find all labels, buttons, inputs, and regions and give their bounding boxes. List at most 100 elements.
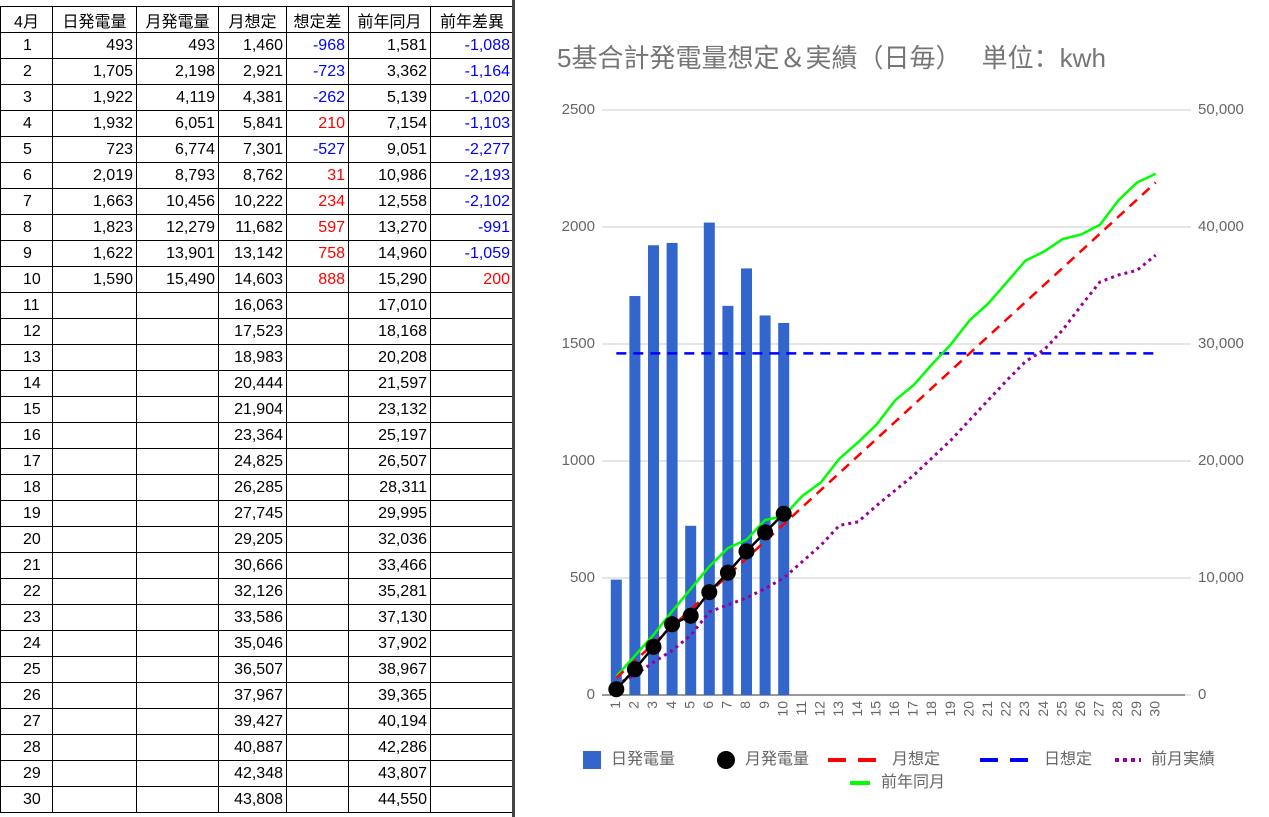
cell: 493 — [52, 32, 137, 59]
y-tick-label: 0 — [587, 686, 595, 703]
cell: 17,010 — [348, 292, 431, 319]
cell — [430, 396, 514, 423]
cell — [430, 526, 514, 553]
row: 12 17,523 18,168 — [0, 318, 514, 345]
x-tick-label: 8 — [737, 701, 753, 709]
row: 23 33,586 37,130 — [0, 604, 514, 631]
x-tick-label: 10 — [774, 701, 790, 717]
cell — [136, 760, 219, 787]
cell: 37,902 — [348, 630, 431, 657]
row: 20 29,205 32,036 — [0, 526, 514, 553]
chart: 5基合計発電量想定＆実績（日毎） 単位：kwh 0 500 1000 1500 2000… — [557, 43, 1244, 791]
x-tick-label: 29 — [1128, 701, 1144, 717]
series-line — [615, 172, 1157, 678]
spreadsheet: 4月 日発電量 月発電量 月想定 想定差 前年同月 前年差異 1 493 493 1,460 -968… — [0, 6, 514, 813]
cell — [136, 370, 219, 397]
y-tick-label: 1000 — [562, 452, 595, 469]
cell — [136, 500, 219, 527]
cell: 18,983 — [218, 344, 287, 371]
cell: 200 — [430, 266, 514, 293]
cell: 13,901 — [136, 240, 219, 267]
cell: 20 — [0, 526, 53, 553]
header-cell: 前年差異 — [430, 6, 514, 33]
cell: 2,198 — [136, 58, 219, 85]
cell — [136, 474, 219, 501]
cell: 10 — [0, 266, 53, 293]
cell: 43,808 — [218, 786, 287, 813]
x-tick-label: 12 — [812, 701, 828, 717]
cell — [52, 604, 137, 631]
legend-label: 日想定 — [1044, 750, 1092, 768]
cell — [430, 344, 514, 371]
cell — [136, 578, 219, 605]
cell — [430, 422, 514, 449]
cell: 4 — [0, 110, 53, 137]
cell: 26 — [0, 682, 53, 709]
x-tick-label: 3 — [644, 701, 660, 709]
cell: 23,364 — [218, 422, 287, 449]
cell: 6 — [0, 162, 53, 189]
cell — [286, 526, 349, 553]
cell: 13,270 — [348, 214, 431, 241]
cell: 35,281 — [348, 578, 431, 605]
cell: 40,887 — [218, 734, 287, 761]
y2-tick-label: 50,000 — [1198, 101, 1244, 118]
cell: 8,762 — [218, 162, 287, 189]
cell: 1,922 — [52, 84, 137, 111]
cell — [52, 526, 137, 553]
cell: 9 — [0, 240, 53, 267]
marker — [738, 543, 755, 560]
cell — [286, 318, 349, 345]
cell: -527 — [286, 136, 349, 163]
x-tick-label: 18 — [923, 701, 939, 717]
cell: 27,745 — [218, 500, 287, 527]
cell: 33,586 — [218, 604, 287, 631]
y2-tick-label: 30,000 — [1198, 335, 1244, 352]
cell — [430, 604, 514, 631]
cell: -1,059 — [430, 240, 514, 267]
cell: 33,466 — [348, 552, 431, 579]
cell — [286, 422, 349, 449]
cell — [52, 682, 137, 709]
header-cell: 4月 — [0, 6, 53, 33]
cell: 6,774 — [136, 136, 219, 163]
marker — [682, 607, 699, 624]
x-tick-label: 28 — [1109, 701, 1125, 717]
cell — [136, 396, 219, 423]
cell — [136, 422, 219, 449]
cell — [430, 474, 514, 501]
row: 22 32,126 35,281 — [0, 578, 514, 605]
bar — [703, 222, 715, 695]
series-line — [615, 253, 1157, 686]
cell — [430, 370, 514, 397]
x-tick-label: 20 — [960, 701, 976, 717]
cell — [52, 656, 137, 683]
x-tick-label: 6 — [700, 701, 716, 709]
row: 29 42,348 43,807 — [0, 760, 514, 787]
x-tick-label: 11 — [793, 701, 809, 716]
header-cell: 月発電量 — [136, 6, 219, 33]
cell: 21,597 — [348, 370, 431, 397]
cell: 23,132 — [348, 396, 431, 423]
cell — [52, 370, 137, 397]
cell: 27 — [0, 708, 53, 735]
cell: 15,490 — [136, 266, 219, 293]
row: 24 35,046 37,902 — [0, 630, 514, 657]
bar — [610, 579, 622, 695]
y2-tick-label: 0 — [1198, 686, 1206, 703]
cell: 7,301 — [218, 136, 287, 163]
marker — [626, 661, 643, 678]
x-tick-label: 27 — [1091, 701, 1107, 717]
cell: 1,932 — [52, 110, 137, 137]
cell — [430, 578, 514, 605]
x-tick-label: 24 — [1035, 701, 1051, 717]
cell — [430, 292, 514, 319]
cell: -1,103 — [430, 110, 514, 137]
x-tick-label: 2 — [626, 701, 642, 709]
cell: 14,960 — [348, 240, 431, 267]
cell — [52, 734, 137, 761]
cell: 1,663 — [52, 188, 137, 215]
bar — [648, 245, 659, 695]
cell — [286, 370, 349, 397]
row: 30 43,808 44,550 — [0, 786, 514, 813]
